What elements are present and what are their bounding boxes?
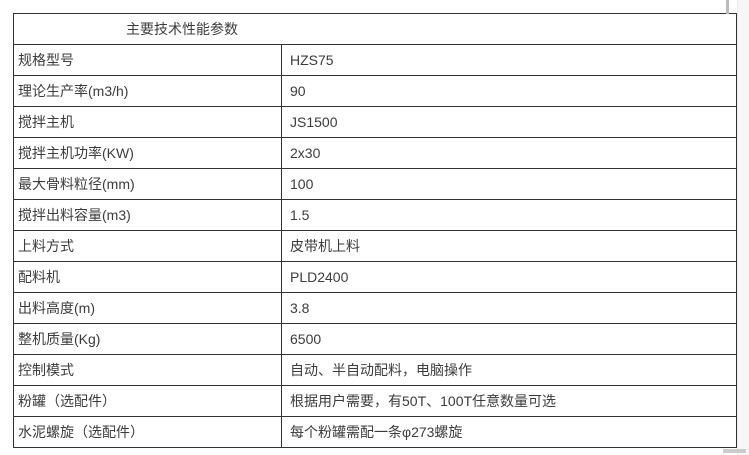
spec-value-cell: HZS75 (281, 44, 737, 76)
horizontal-scrollbar-thumb[interactable] (723, 449, 746, 453)
spec-value-cell: 6500 (281, 323, 737, 355)
table-body: 规格型号 HZS75 理论生产率(m3/h) 90 搅拌主机 JS1500 搅拌主机功率(K… (13, 44, 737, 448)
spec-value-cell: 90 (281, 75, 737, 107)
spec-label-cell: 搅拌主机 (13, 106, 282, 138)
table-title: 主要技术性能参数 (13, 13, 737, 45)
table-row: 搅拌主机 JS1500 (13, 106, 737, 138)
spec-value-cell: 1.5 (281, 199, 737, 231)
table-row: 粉罐（选配件） 根据用户需要，有50T、100T任意数量可选 (13, 385, 737, 417)
spec-label-cell: 理论生产率(m3/h) (13, 75, 282, 107)
spec-label-cell: 规格型号 (13, 44, 282, 76)
spec-value-cell: PLD2400 (281, 261, 737, 293)
spec-label-cell: 最大骨料粒径(mm) (13, 168, 282, 200)
table-row: 搅拌出料容量(m3) 1.5 (13, 199, 737, 231)
table-row: 搅拌主机功率(KW) 2x30 (13, 137, 737, 169)
vertical-scrollbar-thumb[interactable] (726, 0, 729, 14)
table-row: 配料机 PLD2400 (13, 261, 737, 293)
spec-table: 主要技术性能参数 规格型号 HZS75 理论生产率(m3/h) 90 搅拌主机 JS150… (13, 13, 737, 448)
spec-label-cell: 搅拌出料容量(m3) (13, 199, 282, 231)
page-right-gutter (737, 0, 749, 455)
spec-label-cell: 控制模式 (13, 354, 282, 386)
spec-label-cell: 上料方式 (13, 230, 282, 262)
spec-value-cell: JS1500 (281, 106, 737, 138)
table-row: 出料高度(m) 3.8 (13, 292, 737, 324)
table-row: 上料方式 皮带机上料 (13, 230, 737, 262)
table-row: 理论生产率(m3/h) 90 (13, 75, 737, 107)
spec-value-cell: 100 (281, 168, 737, 200)
table-row: 最大骨料粒径(mm) 100 (13, 168, 737, 200)
spec-label-cell: 整机质量(Kg) (13, 323, 282, 355)
table-row: 控制模式 自动、半自动配料，电脑操作 (13, 354, 737, 386)
spec-value-cell: 2x30 (281, 137, 737, 169)
table-title-row: 主要技术性能参数 (13, 13, 737, 45)
spec-label-cell: 配料机 (13, 261, 282, 293)
table-row: 整机质量(Kg) 6500 (13, 323, 737, 355)
spec-value-cell: 自动、半自动配料，电脑操作 (281, 354, 737, 386)
table-row: 规格型号 HZS75 (13, 44, 737, 76)
spec-label-cell: 水泥螺旋（选配件） (13, 416, 282, 448)
spec-label-cell: 出料高度(m) (13, 292, 282, 324)
spec-value-cell: 皮带机上料 (281, 230, 737, 262)
spec-value-cell: 每个粉罐需配一条φ273螺旋 (281, 416, 737, 448)
table-header: 主要技术性能参数 (13, 13, 737, 45)
table-row: 水泥螺旋（选配件） 每个粉罐需配一条φ273螺旋 (13, 416, 737, 448)
spec-label-cell: 搅拌主机功率(KW) (13, 137, 282, 169)
spec-value-cell: 根据用户需要，有50T、100T任意数量可选 (281, 385, 737, 417)
spec-value-cell: 3.8 (281, 292, 737, 324)
spec-label-cell: 粉罐（选配件） (13, 385, 282, 417)
